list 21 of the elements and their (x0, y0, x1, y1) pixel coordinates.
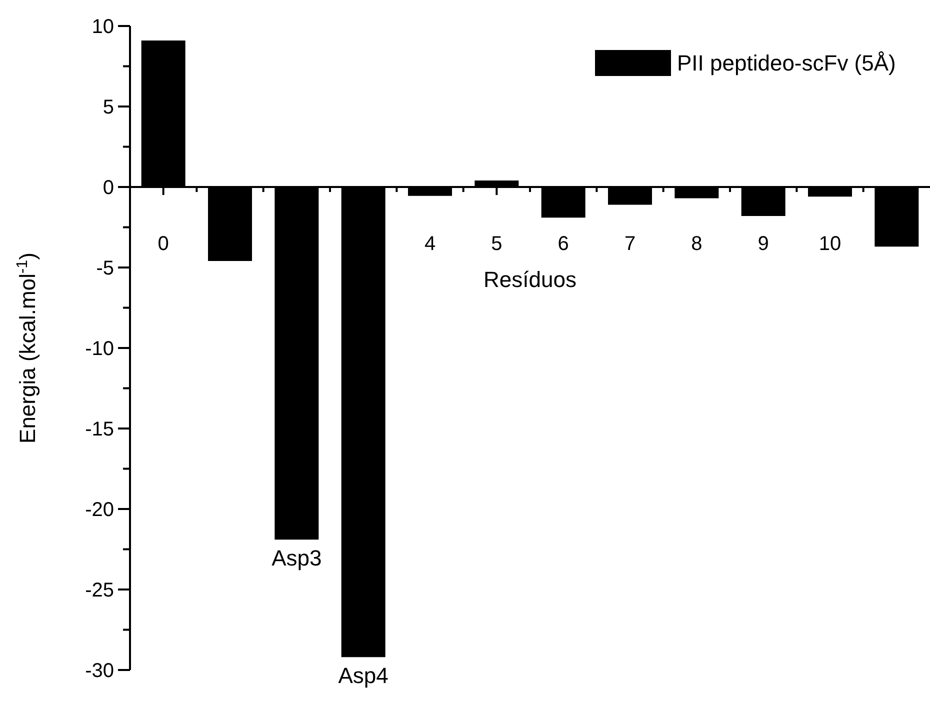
x-tick-label: 7 (624, 233, 636, 255)
x-tick-label: 4 (424, 233, 436, 255)
x-tick-label: 0 (158, 233, 169, 255)
x-tick-label: 6 (558, 233, 569, 255)
y-tick-label: 0 (102, 177, 114, 199)
y-tick-label: 5 (102, 96, 114, 118)
x-tick-label: 10 (818, 233, 842, 255)
y-tick-label: -20 (85, 499, 114, 521)
y-tick-label: -5 (96, 258, 114, 280)
x-tick-label: 9 (758, 233, 769, 255)
x-axis-title: Resíduos (484, 267, 576, 292)
y-tick-label: -10 (85, 338, 114, 360)
x-tick-label: 8 (691, 233, 702, 255)
y-tick-label: -25 (85, 580, 114, 602)
y-tick-label: -15 (85, 418, 114, 440)
y-tick-label: 10 (92, 16, 114, 38)
annotation: Asp3 (272, 546, 322, 571)
x-tick-label: 5 (491, 233, 502, 255)
annotation: Asp4 (338, 663, 388, 688)
legend-label: PII peptideo-scFv (5Å) (677, 50, 896, 76)
y-tick-label: -30 (85, 660, 114, 682)
